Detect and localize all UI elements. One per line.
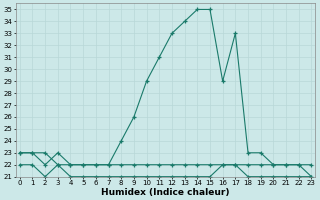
X-axis label: Humidex (Indice chaleur): Humidex (Indice chaleur) <box>101 188 230 197</box>
